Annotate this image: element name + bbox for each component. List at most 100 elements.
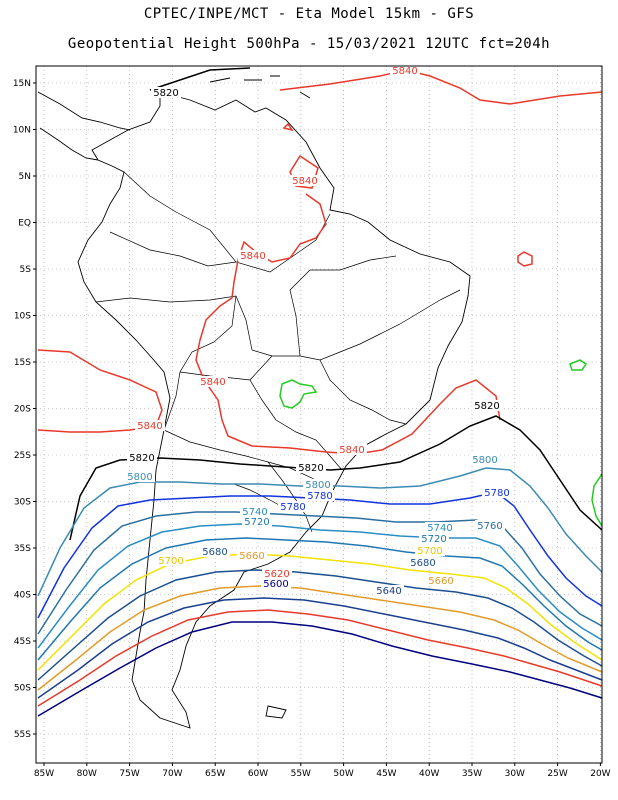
contour-5660 xyxy=(37,585,603,691)
contour-label-bg xyxy=(303,479,333,490)
contour-label: 5660 xyxy=(428,576,453,587)
lon-label: 80W xyxy=(77,769,97,779)
contour-label: 5820 xyxy=(153,88,178,99)
contour-5620 xyxy=(37,609,603,707)
contour-label: 5600 xyxy=(263,579,288,590)
contour-label-bg xyxy=(240,506,270,517)
lat-label: 30S xyxy=(14,498,31,508)
contour-label: 5720 xyxy=(244,517,269,528)
lon-label: 55W xyxy=(291,769,311,779)
contour-label-bg xyxy=(475,520,505,531)
axis-ticks: 15N 10N 5N EQ 5S 10S 15S 20S 25S 30S 35S 40S 45S 50S 5… xyxy=(13,79,611,779)
contour-5700 xyxy=(37,553,603,671)
caribbean-islands xyxy=(209,75,311,99)
contour-5840-small-1 xyxy=(282,122,294,132)
contour-5860-brazil xyxy=(279,379,318,409)
contour-label: 5720 xyxy=(421,534,446,545)
contour-5760 xyxy=(37,511,603,635)
lon-label: 65W xyxy=(205,769,225,779)
lat-label: 5S xyxy=(20,265,32,275)
lon-label: 50W xyxy=(333,769,353,779)
lon-label: 85W xyxy=(34,769,54,779)
contour-label-bg xyxy=(198,376,228,387)
contour-label-bg xyxy=(482,487,512,498)
contour-5840-atlantic-small xyxy=(517,251,533,267)
contour-5600 xyxy=(37,621,603,717)
contour-label-bg xyxy=(419,533,449,544)
geopotential-contours xyxy=(37,67,603,717)
chart-subtitle: Geopotential Height 500hPa - 15/03/2021 … xyxy=(67,36,551,52)
contour-label: 5740 xyxy=(242,507,267,518)
lat-label: 55S xyxy=(14,730,31,740)
contour-label-bg xyxy=(278,501,308,512)
contour-label-bg xyxy=(390,65,420,76)
contour-label: 5800 xyxy=(472,455,497,466)
contour-label: 5680 xyxy=(410,558,435,569)
contour-5680 xyxy=(37,569,603,681)
lat-label: 15N xyxy=(13,79,31,89)
lon-label: 20W xyxy=(590,769,610,779)
contour-label: 5660 xyxy=(239,551,264,562)
contour-label: 5840 xyxy=(339,445,364,456)
contour-label-bg xyxy=(408,557,438,568)
south-america-coast xyxy=(77,91,471,729)
contour-label: 5820 xyxy=(474,401,499,412)
contour-5640 xyxy=(37,597,603,699)
lat-label: EQ xyxy=(18,219,31,229)
lat-label: 10N xyxy=(13,126,31,136)
lat-label: 50S xyxy=(14,684,31,694)
lat-label: 35S xyxy=(14,544,31,554)
contour-5820-north xyxy=(149,67,251,91)
contour-label-bg xyxy=(261,578,291,589)
map-frame xyxy=(35,65,603,764)
contour-label-bg xyxy=(305,490,335,501)
contour-label: 5640 xyxy=(376,586,401,597)
contour-label: 5840 xyxy=(292,176,317,187)
contour-label: 5800 xyxy=(127,472,152,483)
contour-label: 5820 xyxy=(298,463,323,474)
contour-5800 xyxy=(37,467,603,597)
contour-label-bg xyxy=(425,522,455,533)
falklands xyxy=(265,705,287,719)
contour-label: 5780 xyxy=(484,488,509,499)
lon-label: 30W xyxy=(505,769,525,779)
contour-label: 5820 xyxy=(129,453,154,464)
contour-label: 5840 xyxy=(137,421,162,432)
contour-label-bg xyxy=(200,546,230,557)
contour-5840-north xyxy=(279,69,603,105)
contour-5840-west xyxy=(37,349,163,433)
contour-label: 5800 xyxy=(305,480,330,491)
contour-5740 xyxy=(37,523,603,649)
contour-5820-south xyxy=(69,415,603,541)
contour-label-bg xyxy=(337,444,367,455)
contour-label-bg xyxy=(127,452,157,463)
coastlines xyxy=(37,75,471,729)
contour-label-bg xyxy=(290,175,320,186)
contour-5720 xyxy=(37,537,603,661)
contour-label-bg xyxy=(242,516,272,527)
contour-label-bg xyxy=(262,568,292,579)
lat-label: 5N xyxy=(19,172,31,182)
lat-label: 10S xyxy=(14,312,31,322)
contour-label: 5740 xyxy=(427,523,452,534)
lon-label: 35W xyxy=(462,769,482,779)
contour-label: 5760 xyxy=(477,521,502,532)
contour-label-bg xyxy=(238,250,268,261)
contour-label-bg xyxy=(125,471,155,482)
contour-label-bg xyxy=(151,87,181,98)
lat-label: 25S xyxy=(14,451,31,461)
contour-label-bg xyxy=(470,454,500,465)
contour-label-bg xyxy=(135,420,165,431)
lon-label: 45W xyxy=(376,769,396,779)
contour-label: 5700 xyxy=(158,556,183,567)
contour-label-bg xyxy=(415,545,445,556)
contour-label-bg xyxy=(472,400,502,411)
contour-5840-guiana xyxy=(195,193,501,455)
contour-label-bg xyxy=(237,550,267,561)
central-america-coast xyxy=(37,91,131,161)
lon-label: 70W xyxy=(162,769,182,779)
lat-label: 20S xyxy=(14,405,31,415)
lon-label: 60W xyxy=(248,769,268,779)
contour-label-bg xyxy=(156,555,186,566)
